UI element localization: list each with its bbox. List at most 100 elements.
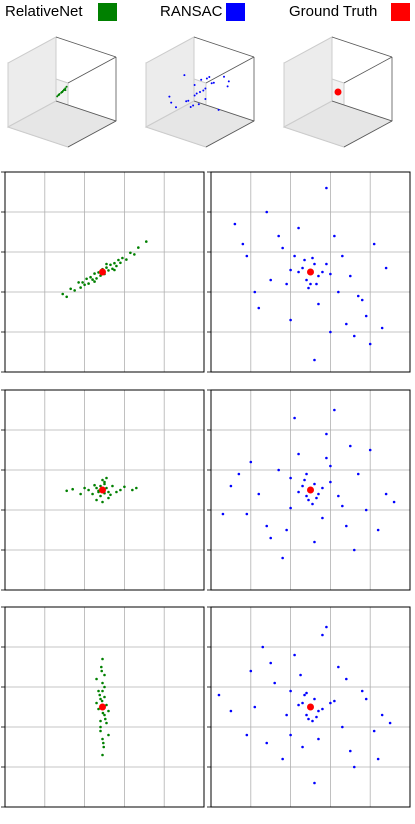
point bbox=[285, 282, 288, 286]
point bbox=[281, 757, 284, 761]
axis-edge bbox=[331, 100, 393, 122]
point bbox=[257, 306, 261, 310]
point bbox=[305, 691, 308, 695]
point bbox=[100, 665, 103, 669]
point bbox=[384, 266, 388, 270]
point bbox=[105, 262, 108, 266]
point bbox=[135, 486, 138, 490]
point bbox=[65, 85, 68, 88]
point bbox=[311, 256, 314, 260]
point bbox=[321, 633, 324, 637]
point bbox=[297, 703, 300, 707]
point bbox=[99, 729, 102, 733]
point bbox=[217, 108, 220, 111]
point bbox=[305, 278, 308, 282]
point bbox=[113, 268, 116, 272]
point bbox=[325, 456, 328, 460]
axis-edge bbox=[205, 120, 255, 148]
axis-edge bbox=[55, 100, 117, 122]
point bbox=[202, 89, 205, 92]
point bbox=[309, 282, 312, 286]
plot-frame bbox=[4, 389, 205, 591]
point bbox=[233, 222, 237, 226]
point bbox=[241, 242, 245, 246]
point bbox=[372, 242, 376, 246]
point bbox=[307, 486, 314, 494]
point bbox=[111, 484, 114, 488]
point bbox=[307, 703, 314, 711]
point bbox=[273, 681, 276, 685]
legend-swatch bbox=[98, 3, 117, 21]
legend-label: Ground Truth bbox=[289, 3, 377, 20]
point bbox=[103, 482, 106, 486]
point bbox=[101, 689, 104, 693]
point bbox=[95, 498, 98, 502]
point bbox=[95, 277, 98, 280]
point bbox=[249, 460, 253, 464]
point bbox=[61, 292, 65, 296]
point bbox=[91, 492, 94, 496]
point bbox=[109, 493, 112, 497]
point bbox=[56, 95, 59, 98]
legend-swatch bbox=[391, 3, 410, 21]
point bbox=[303, 258, 306, 262]
plot-frame bbox=[210, 171, 411, 373]
axis-edge bbox=[55, 36, 117, 58]
point bbox=[64, 87, 67, 90]
point bbox=[199, 91, 201, 93]
point bbox=[313, 358, 316, 362]
point bbox=[321, 516, 324, 520]
point bbox=[64, 89, 67, 92]
point bbox=[301, 701, 304, 705]
point bbox=[305, 494, 308, 498]
point bbox=[349, 749, 352, 753]
point bbox=[337, 494, 340, 498]
point bbox=[285, 713, 288, 717]
point bbox=[321, 270, 324, 274]
point bbox=[79, 286, 82, 289]
point bbox=[197, 103, 200, 106]
point bbox=[305, 472, 308, 476]
point bbox=[269, 536, 273, 540]
point bbox=[245, 254, 249, 258]
point bbox=[103, 685, 106, 689]
axis-edge bbox=[331, 36, 393, 58]
point bbox=[281, 556, 284, 560]
point bbox=[245, 733, 249, 737]
point bbox=[307, 717, 310, 721]
point bbox=[71, 487, 74, 491]
point bbox=[311, 502, 314, 506]
point bbox=[315, 715, 318, 719]
point bbox=[333, 234, 336, 238]
axis-edge bbox=[193, 36, 255, 58]
point bbox=[277, 468, 280, 472]
point bbox=[333, 408, 336, 412]
point bbox=[289, 476, 292, 480]
point bbox=[376, 528, 380, 532]
point bbox=[98, 693, 102, 697]
point bbox=[79, 492, 82, 496]
point bbox=[102, 741, 105, 745]
point bbox=[281, 246, 284, 250]
point bbox=[261, 645, 265, 649]
point bbox=[305, 713, 308, 717]
point bbox=[229, 484, 233, 488]
point bbox=[317, 274, 320, 278]
point bbox=[380, 326, 384, 330]
point bbox=[245, 512, 249, 516]
point bbox=[321, 707, 324, 711]
point bbox=[217, 693, 221, 697]
point bbox=[285, 528, 288, 532]
axis-edge bbox=[205, 56, 255, 84]
point bbox=[325, 262, 328, 266]
point bbox=[189, 106, 192, 109]
plot-frame bbox=[210, 606, 411, 808]
point bbox=[307, 286, 310, 290]
point bbox=[97, 689, 100, 693]
point bbox=[99, 486, 107, 494]
point bbox=[293, 416, 296, 420]
point bbox=[212, 81, 215, 84]
point bbox=[227, 80, 230, 83]
point bbox=[352, 334, 356, 338]
point bbox=[334, 88, 342, 96]
